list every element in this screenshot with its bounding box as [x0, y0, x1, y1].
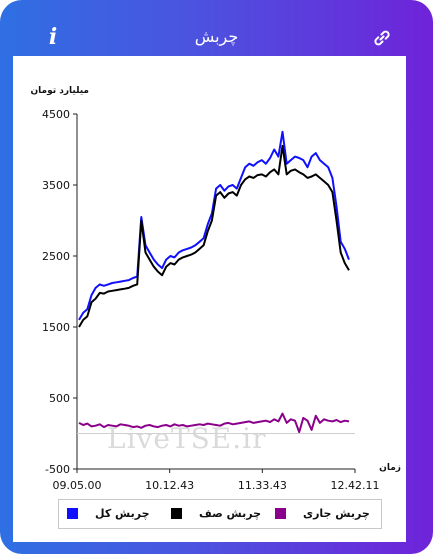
- legend-label-queue: چربش صف: [199, 507, 262, 520]
- link-icon[interactable]: [372, 28, 392, 48]
- watermark-text: LiveTSE.ir: [107, 422, 267, 455]
- legend-label-current: چربش جاری: [303, 507, 370, 520]
- series-line-1: [78, 144, 350, 328]
- chart-legend: چربش کل چربش صف چربش جاری: [58, 499, 382, 529]
- page-title: چربش: [194, 27, 239, 46]
- y-tick-label: 500: [49, 392, 70, 405]
- y-tick-label: 2500: [42, 250, 70, 263]
- x-tick-label: 09.05.00: [53, 479, 102, 492]
- legend-item[interactable]: چربش کل: [67, 506, 157, 522]
- x-tick-label: 12.42.11: [331, 479, 380, 492]
- legend-item[interactable]: چربش صف: [171, 506, 261, 522]
- legend-swatch-current: [275, 508, 286, 519]
- info-icon[interactable]: i: [48, 24, 58, 50]
- header-bar: i چربش: [0, 0, 433, 62]
- x-tick-label: 10.12.43: [145, 479, 194, 492]
- x-axis-label: زمان: [379, 463, 401, 473]
- series-line-2: [78, 412, 350, 434]
- y-tick-label: 4500: [42, 108, 70, 121]
- series-line-0: [78, 130, 350, 321]
- chart-panel: میلیارد تومان زمان 4500 3500 2500 1500 500 -5…: [13, 56, 406, 542]
- x-tick-label: 11.33.43: [238, 479, 287, 492]
- y-tick-label: 1500: [42, 321, 70, 334]
- y-axis-label: میلیارد تومان: [30, 86, 89, 96]
- line-chart: میلیارد تومان زمان 4500 3500 2500 1500 500 -5…: [30, 86, 401, 492]
- legend-item[interactable]: چربش جاری: [275, 506, 375, 522]
- legend-swatch-queue: [171, 508, 182, 519]
- legend-swatch-total: [67, 508, 78, 519]
- y-tick-label: 3500: [42, 179, 70, 192]
- y-tick-label: -500: [45, 463, 70, 476]
- legend-label-total: چربش کل: [95, 507, 150, 520]
